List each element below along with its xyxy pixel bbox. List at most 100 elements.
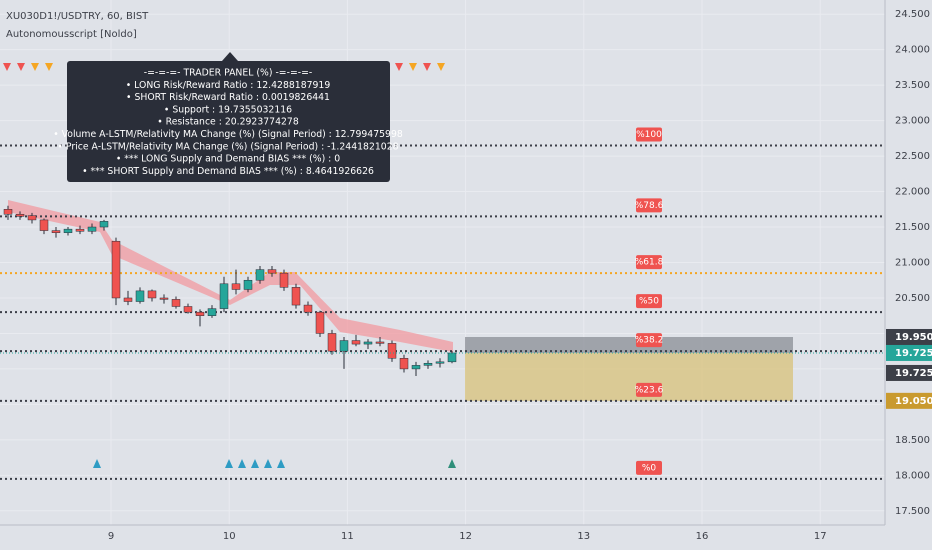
price-tag-box <box>886 344 932 361</box>
fib-tag-box <box>636 294 662 309</box>
x-tick-label: 10 <box>223 531 236 542</box>
fib-tag: %50 <box>636 294 662 309</box>
candle-body <box>27 215 37 221</box>
y-tick-label: 20.500 <box>895 293 930 304</box>
y-tick-label: 18.500 <box>895 435 930 446</box>
price-tag-label: 19.725 <box>895 348 932 359</box>
y-tick-label: 21.000 <box>895 258 930 269</box>
zone <box>465 352 793 401</box>
candle-body <box>411 365 421 370</box>
fib-tag-box <box>636 255 662 270</box>
x-tick-label: 12 <box>459 531 472 542</box>
panel-line: • SHORT Risk/Reward Ratio : 0.0019826441 <box>126 92 330 103</box>
fib-tag-label: %38.2 <box>635 336 664 346</box>
candle-body <box>435 361 445 364</box>
panel-line: • LONG Risk/Reward Ratio : 12.4288187919 <box>126 80 331 91</box>
panel-line: • Resistance : 20.2923774278 <box>157 117 299 128</box>
signal <box>31 63 39 71</box>
candle-body <box>399 358 409 370</box>
candle-body <box>171 299 181 307</box>
panel-line: • Price A-LSTM/Relativity MA Change (%) … <box>57 141 398 152</box>
panel-pointer <box>222 52 238 61</box>
price-tag-box <box>886 392 932 409</box>
cloud <box>8 200 453 352</box>
fib-tag: %100 <box>636 127 662 142</box>
chart-title: XU030D1!/USDTRY, 60, BIST <box>6 11 149 22</box>
candle-body <box>219 283 229 309</box>
panel-lines: -=-=-=- TRADER PANEL (%) -=-=-=-• LONG R… <box>53 68 403 177</box>
candle-body <box>291 287 301 306</box>
signal <box>3 63 11 71</box>
candle-body <box>315 311 325 334</box>
fib-tag-box <box>636 460 662 475</box>
candle-body <box>339 340 349 352</box>
fib-tag-label: %78.6 <box>635 201 664 211</box>
candle-body <box>63 228 73 233</box>
buy-signals <box>93 459 456 468</box>
signal <box>251 459 259 468</box>
panel-line: • *** LONG Supply and Demand BIAS *** (%… <box>116 154 340 165</box>
candle-body <box>423 362 433 366</box>
fib-tag: %0 <box>636 460 662 475</box>
candle-body <box>183 306 193 313</box>
candle-body <box>363 341 373 345</box>
signal <box>423 63 431 71</box>
candle-body <box>75 228 85 232</box>
fib-tag-box <box>636 382 662 397</box>
candle-body <box>111 240 121 299</box>
sell-signals <box>3 63 445 71</box>
panel-line: • Volume A-LSTM/Relativity MA Change (%)… <box>53 129 403 140</box>
panel-line: -=-=-=- TRADER PANEL (%) -=-=-=- <box>144 68 312 79</box>
y-tick-label: 18.000 <box>895 470 930 481</box>
y-tick-label: 24.500 <box>895 9 930 20</box>
candle-body <box>3 209 13 215</box>
candle-body <box>327 333 337 352</box>
indicator-name: Autonomousscript [Noldo] <box>6 29 137 40</box>
candle-body <box>255 269 265 281</box>
candle-body <box>375 341 385 344</box>
signal <box>395 63 403 71</box>
panel-box <box>67 61 390 182</box>
candle-body <box>303 304 313 313</box>
candle-body <box>351 340 361 345</box>
price-tag-label: 19.725 <box>895 368 932 379</box>
signal <box>225 459 233 468</box>
candle-body <box>147 290 157 299</box>
candle-body <box>99 221 109 228</box>
fib-tag-label: %50 <box>639 297 659 307</box>
y-tick-label: 21.500 <box>895 222 930 233</box>
signal <box>448 459 456 468</box>
y-tick-label: 24.000 <box>895 45 930 56</box>
signal <box>437 63 445 71</box>
candle-body <box>279 272 289 288</box>
y-tick-label: 17.500 <box>895 506 930 517</box>
y-tick-label: 22.000 <box>895 187 930 198</box>
candle-body <box>447 352 457 363</box>
fib-tag-box <box>636 127 662 142</box>
candle-body <box>207 308 217 316</box>
price-tag-label: 19.050 <box>895 396 932 407</box>
candle-body <box>135 290 145 302</box>
x-tick-label: 9 <box>108 531 114 542</box>
fib-tag-label: %23.6 <box>635 385 664 395</box>
x-tick-label: 13 <box>577 531 590 542</box>
x-tick-label: 17 <box>814 531 827 542</box>
candle-body <box>39 219 49 231</box>
fib-tag-box <box>636 333 662 348</box>
candle-body <box>195 311 205 316</box>
fib-tag: %38.2 <box>635 333 664 348</box>
fib-tag-label: %61.8 <box>635 258 664 268</box>
panel-line: • *** SHORT Supply and Demand BIAS *** (… <box>82 166 374 177</box>
signal <box>277 459 285 468</box>
candle-body <box>243 279 253 290</box>
x-tick-label: 11 <box>341 531 354 542</box>
price-tag-box <box>886 364 932 381</box>
candle-body <box>159 297 169 300</box>
signal <box>93 459 101 468</box>
candle-body <box>387 343 397 359</box>
candle-body <box>87 226 97 232</box>
signal <box>409 63 417 71</box>
fib-tag-label: %100 <box>636 130 662 140</box>
candle-body <box>15 214 25 217</box>
price-tag-box <box>886 328 932 345</box>
